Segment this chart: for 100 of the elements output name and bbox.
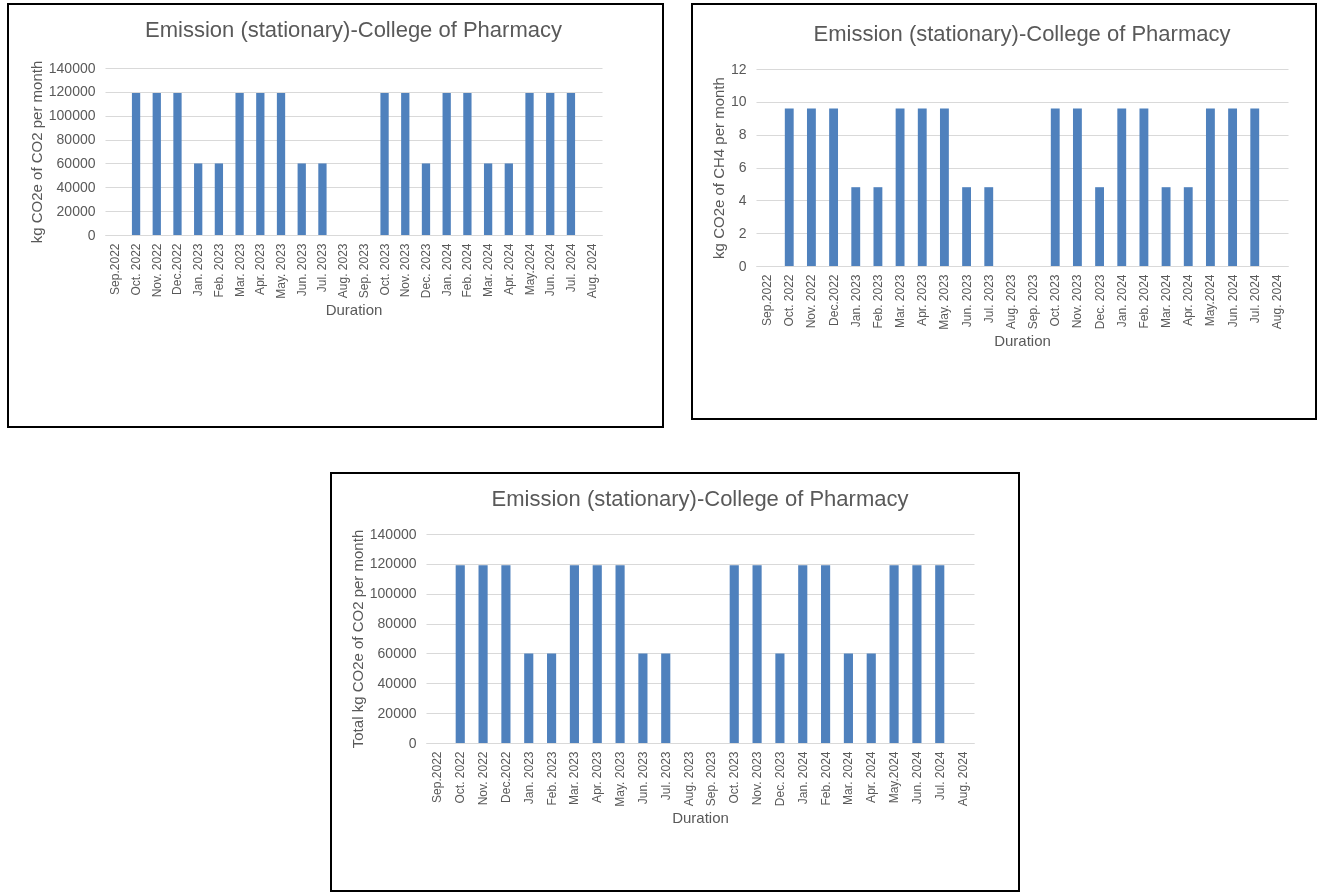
- y-tick-label: 0: [408, 734, 417, 751]
- y-tick-label: 120000: [369, 555, 417, 572]
- y-tick-label: 12: [730, 60, 747, 77]
- y-tick-label: 100000: [48, 107, 96, 124]
- x-tick-label: Sep. 2023: [1026, 274, 1041, 330]
- x-tick-label: Jun. 2023: [294, 243, 309, 297]
- x-tick-label: Jul. 2023: [658, 751, 673, 801]
- y-axis-title: kg CO2e of CO2 per month: [27, 60, 45, 244]
- x-tick-label: Jul. 2023: [315, 243, 330, 293]
- x-tick-label: Dec. 2023: [772, 751, 787, 807]
- x-tick-label: Jul. 2023: [981, 274, 996, 324]
- x-tick-label: Jul. 2024: [932, 751, 947, 801]
- x-tick-label: Oct. 2023: [1048, 274, 1063, 327]
- y-tick-label: 20000: [56, 202, 96, 219]
- y-tick-label: 60000: [56, 154, 96, 171]
- x-tick-label: Jul. 2024: [1247, 274, 1262, 324]
- y-tick-label: 80000: [377, 615, 417, 632]
- x-tick-label: Sep.2022: [430, 751, 445, 803]
- x-tick-label: Aug. 2023: [336, 243, 351, 299]
- x-tick-label: Dec.2022: [826, 274, 841, 326]
- x-tick-label: May.2024: [887, 751, 902, 804]
- x-tick-label: Jan. 2024: [439, 243, 454, 297]
- y-tick-label: 40000: [56, 178, 96, 195]
- y-tick-label: 140000: [369, 525, 417, 542]
- x-tick-label: Sep.2022: [108, 243, 123, 295]
- x-tick-label: May.2024: [522, 243, 537, 296]
- x-tick-label: Oct. 2022: [453, 751, 468, 804]
- x-tick-label: Apr. 2023: [915, 274, 930, 326]
- y-tick-label: 120000: [48, 83, 96, 100]
- y-tick-label: 0: [87, 226, 96, 243]
- y-tick-label: 8: [738, 126, 747, 143]
- x-tick-label: Jan. 2024: [795, 751, 810, 805]
- x-tick-label: Jan. 2023: [521, 751, 536, 805]
- x-tick-label: Jan. 2023: [848, 274, 863, 328]
- x-tick-label: Apr. 2023: [253, 243, 268, 295]
- x-tick-label: Jun. 2024: [543, 243, 558, 297]
- y-tick-label: 2: [738, 224, 747, 241]
- x-tick-label: Jun. 2023: [959, 274, 974, 328]
- x-tick-label: Nov. 2022: [476, 751, 491, 806]
- x-axis-title: Duration: [994, 331, 1051, 349]
- x-axis-title: Duration: [325, 300, 383, 318]
- y-tick-label: 6: [738, 159, 747, 175]
- x-tick-label: Mar. 2024: [481, 243, 496, 297]
- x-tick-label: Apr. 2024: [1181, 274, 1196, 326]
- y-tick-label: 4: [738, 191, 747, 208]
- x-tick-label: Feb. 2023: [544, 751, 559, 806]
- x-tick-label: Oct. 2022: [129, 243, 144, 296]
- x-tick-label: Aug. 2024: [955, 751, 970, 807]
- x-tick-label: Oct. 2023: [377, 243, 392, 296]
- y-tick-label: 40000: [377, 674, 417, 691]
- x-tick-label: Aug. 2023: [681, 751, 696, 807]
- y-tick-label: 100000: [369, 585, 417, 602]
- y-tick-label: 0: [738, 257, 747, 274]
- x-tick-label: Sep. 2023: [704, 751, 719, 807]
- x-tick-label: Oct. 2023: [727, 751, 742, 804]
- x-tick-label: Aug. 2023: [1003, 274, 1018, 330]
- y-axis-title: kg CO2e of CH4 per month: [709, 77, 727, 259]
- x-tick-label: Nov. 2023: [750, 751, 765, 806]
- y-tick-label: 80000: [56, 131, 96, 148]
- x-tick-label: Nov. 2022: [804, 274, 819, 329]
- y-tick-label: 20000: [377, 704, 417, 721]
- x-tick-label: May. 2023: [937, 274, 952, 330]
- x-tick-label: Jun. 2024: [1225, 274, 1240, 328]
- x-tick-label: Dec.2022: [170, 243, 185, 295]
- y-tick-label: 60000: [377, 644, 417, 661]
- x-tick-label: Nov. 2023: [398, 243, 413, 298]
- x-tick-label: Nov. 2022: [149, 243, 164, 298]
- chart-title: Emission (stationary)-College of Pharmacy: [491, 486, 909, 511]
- x-tick-label: Mar. 2023: [567, 751, 582, 805]
- x-axis-title: Duration: [672, 808, 729, 826]
- x-tick-label: May. 2023: [613, 751, 628, 807]
- y-tick-label: 140000: [48, 59, 96, 76]
- x-tick-label: Jan. 2024: [1114, 274, 1129, 328]
- x-tick-label: Mar. 2024: [841, 751, 856, 805]
- x-tick-label: Jul. 2024: [563, 243, 578, 293]
- x-tick-label: Feb. 2024: [1136, 274, 1151, 329]
- x-tick-label: Apr. 2023: [590, 751, 605, 803]
- y-tick-label: 10: [730, 93, 747, 110]
- x-tick-label: Aug. 2024: [1269, 274, 1284, 330]
- x-tick-label: Feb. 2023: [211, 243, 226, 298]
- chart-title: Emission (stationary)-College of Pharmacy: [145, 17, 562, 43]
- x-tick-label: Sep.2022: [760, 274, 775, 326]
- x-tick-label: Jun. 2024: [909, 751, 924, 805]
- x-tick-label: Dec. 2023: [418, 243, 433, 299]
- x-tick-label: Sep. 2023: [356, 243, 371, 299]
- x-tick-label: Dec.2022: [498, 751, 513, 803]
- x-tick-label: Mar. 2024: [1159, 274, 1174, 328]
- x-tick-label: Mar. 2023: [232, 243, 247, 297]
- x-tick-label: Apr. 2024: [501, 243, 516, 295]
- x-tick-label: Nov. 2023: [1070, 274, 1085, 329]
- y-axis-title: Total kg CO2e of CO2 per month: [348, 529, 366, 749]
- x-tick-label: Mar. 2023: [893, 274, 908, 328]
- x-tick-label: Jan. 2023: [191, 243, 206, 297]
- x-tick-label: Jun. 2023: [635, 751, 650, 805]
- x-tick-label: Feb. 2024: [818, 751, 833, 806]
- x-tick-label: Feb. 2023: [870, 274, 885, 329]
- chart-title: Emission (stationary)-College of Pharmacy: [813, 21, 1231, 46]
- x-tick-label: Oct. 2022: [782, 274, 797, 327]
- x-tick-label: Aug. 2024: [584, 243, 599, 299]
- x-tick-label: Feb. 2024: [460, 243, 475, 298]
